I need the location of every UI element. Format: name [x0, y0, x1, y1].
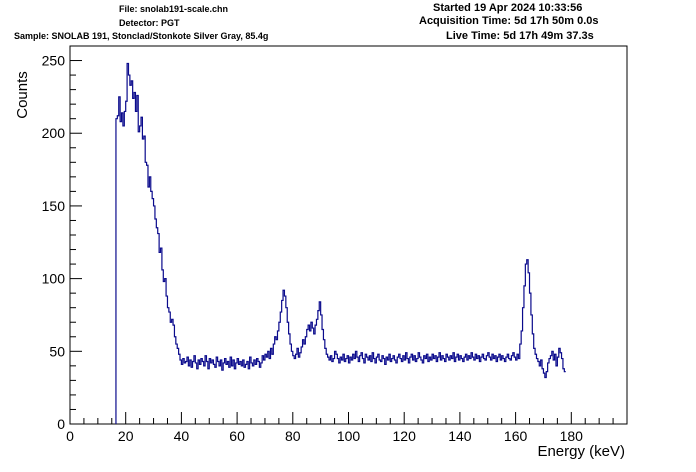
spectrum-line	[115, 62, 566, 424]
x-axis-title: Energy (keV)	[537, 443, 625, 460]
x-tick-label: 60	[229, 428, 245, 444]
y-tick-label: 250	[42, 53, 66, 69]
y-axis-ticks: 0 50 100 150 200 250	[42, 45, 82, 432]
y-tick-label: 50	[49, 343, 65, 359]
y-tick-label: 200	[42, 125, 66, 141]
x-tick-label: 120	[393, 428, 417, 444]
x-tick-label: 80	[285, 428, 301, 444]
y-tick-label: 0	[57, 416, 65, 432]
x-axis-ticks: 0 20 40 60 80 100 120 140 160 180	[66, 412, 614, 444]
series-group	[115, 62, 566, 424]
start-time-label: Started 19 Apr 2024 10:33:56	[433, 2, 583, 14]
y-tick-label: 150	[42, 198, 66, 214]
x-tick-label: 40	[174, 428, 190, 444]
x-tick-label: 160	[504, 428, 528, 444]
y-tick-label: 100	[42, 271, 66, 287]
file-label: File: snolab191-scale.chn	[119, 4, 229, 14]
y-axis-title: Counts	[14, 71, 31, 119]
x-tick-label: 140	[448, 428, 472, 444]
x-tick-label: 100	[337, 428, 361, 444]
live-time-label: Live Time: 5d 17h 49m 37.3s	[446, 30, 594, 42]
acquisition-time-label: Acquisition Time: 5d 17h 50m 0.0s	[419, 15, 599, 27]
sample-label: Sample: SNOLAB 191, Stonclad/Stonkote Si…	[14, 31, 269, 41]
x-tick-label: 20	[118, 428, 134, 444]
x-tick-label: 0	[66, 428, 74, 444]
plot-frame	[69, 45, 628, 425]
detector-label: Detector: PGT	[119, 18, 180, 28]
x-tick-label: 180	[560, 428, 584, 444]
